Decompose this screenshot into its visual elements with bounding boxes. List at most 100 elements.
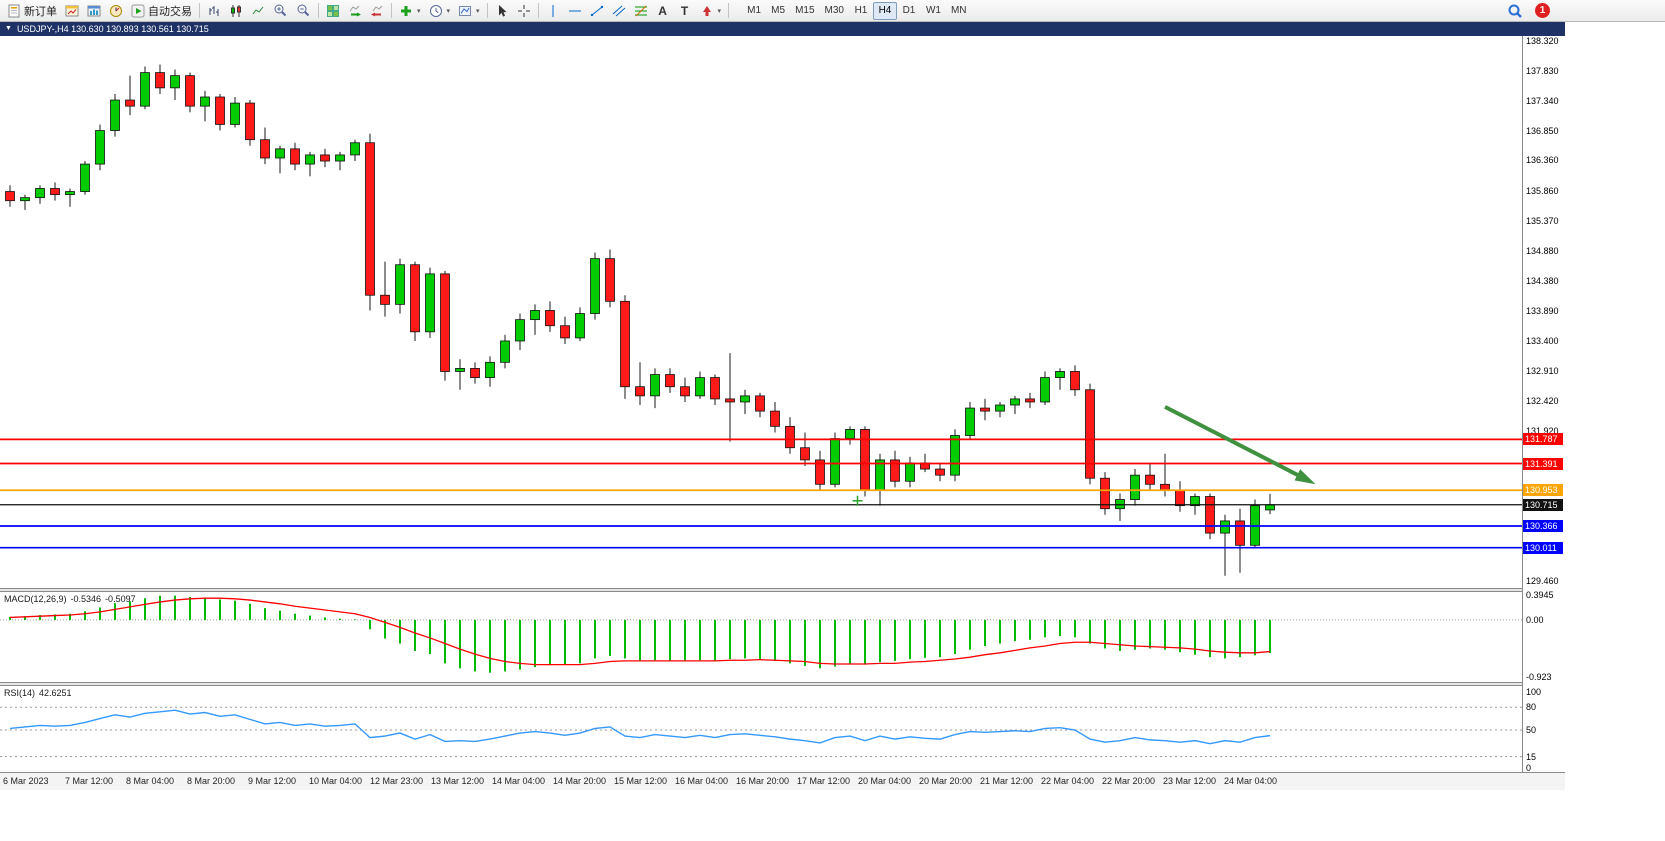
macd-panel[interactable]: MACD(12,26,9) -0.5346 -0.5097 xyxy=(0,592,1522,682)
axis-tick-label: 50 xyxy=(1526,725,1537,735)
new-order-icon xyxy=(8,4,20,17)
text-tool-button[interactable]: A xyxy=(652,1,674,21)
time-axis-label: 12 Mar 23:00 xyxy=(370,776,424,786)
price-marker-label: 131.787 xyxy=(1523,433,1563,446)
dropdown-icon: ▾ xyxy=(417,7,421,15)
chart-shift-icon xyxy=(371,5,383,16)
toolbar-separator xyxy=(318,3,319,18)
chart-title: USDJPY-,H4 130.630 130.893 130.561 130.7… xyxy=(16,24,209,34)
candlestick-chart-button[interactable] xyxy=(225,1,247,21)
time-axis-label: 16 Mar 20:00 xyxy=(736,776,790,786)
panel-splitter[interactable] xyxy=(0,588,1565,592)
macd-value: -0.5346 xyxy=(70,594,102,604)
label-tool-icon: T xyxy=(680,3,689,18)
chart-titlebar[interactable]: ▼ USDJPY-,H4 130.630 130.893 130.561 130… xyxy=(0,22,1565,36)
bar-chart-icon xyxy=(209,5,219,16)
charts-button[interactable] xyxy=(61,1,83,21)
label-tool-button[interactable]: T xyxy=(674,1,696,21)
axis-tick-label: 135.370 xyxy=(1526,215,1559,226)
fibonacci-button[interactable] xyxy=(630,1,652,21)
axis-tick-label: 136.850 xyxy=(1526,125,1559,136)
time-axis[interactable]: 6 Mar 2023 7 Mar 12:00 8 Mar 04:00 8 Mar 20… xyxy=(0,772,1565,790)
new-order-label: 新订单 xyxy=(24,5,57,18)
toolbar-separator xyxy=(728,3,730,18)
price-marker-label: 131.391 xyxy=(1523,457,1563,470)
time-axis-label: 24 Mar 04:00 xyxy=(1224,776,1278,786)
templates-button[interactable]: ▾ xyxy=(454,1,484,21)
axis-tick-label: 0.00 xyxy=(1526,614,1544,625)
timeframe-button-m1[interactable]: M1 xyxy=(747,5,762,16)
price-marker-label: 130.715 xyxy=(1523,498,1563,511)
dropdown-icon: ▾ xyxy=(717,7,722,15)
line-chart-icon xyxy=(252,6,264,14)
timeframe-button-h1[interactable]: H1 xyxy=(854,5,868,16)
zoom-in-icon xyxy=(274,4,287,17)
timeframe-button-m30[interactable]: M30 xyxy=(824,5,844,16)
axis-tick-label: 135.860 xyxy=(1526,185,1559,196)
time-axis-label: 21 Mar 12:00 xyxy=(980,776,1034,786)
axis-tick-label: 0.3945 xyxy=(1526,590,1554,601)
window-menu-icon[interactable]: ▼ xyxy=(5,25,12,32)
time-axis-label: 17 Mar 12:00 xyxy=(797,776,851,786)
crosshair-button[interactable] xyxy=(513,1,535,21)
timeframe-button-m15[interactable]: M15 xyxy=(795,5,815,16)
cursor-button[interactable] xyxy=(491,1,513,21)
auto-scroll-icon xyxy=(349,5,361,16)
equidistant-channel-button[interactable] xyxy=(608,1,630,21)
search-icon xyxy=(1508,4,1522,18)
notification-badge[interactable]: 1 xyxy=(1535,3,1550,18)
autotrading-icon xyxy=(131,4,145,17)
horizontal-line-button[interactable] xyxy=(564,1,586,21)
main-toolbar: 新订单 自动交易 ▾ ▾ xyxy=(0,0,1665,22)
trendline-button[interactable] xyxy=(586,1,608,21)
time-axis-label: 9 Mar 12:00 xyxy=(248,776,297,786)
timeframe-button-h4[interactable]: H4 xyxy=(872,1,897,20)
vertical-line-button[interactable] xyxy=(542,1,564,21)
timeframe-button-w1[interactable]: W1 xyxy=(925,5,941,16)
axis-tick-label: 0 xyxy=(1526,763,1532,773)
dropdown-icon: ▾ xyxy=(476,7,480,15)
time-axis-label: 8 Mar 04:00 xyxy=(126,776,175,786)
profiles-button[interactable] xyxy=(83,1,105,21)
arrows-tool-button[interactable]: ▾ xyxy=(696,1,726,21)
candlestick-chart-icon xyxy=(231,4,241,17)
time-axis-label: 10 Mar 04:00 xyxy=(309,776,363,786)
timeframe-button-mn[interactable]: MN xyxy=(950,5,967,16)
toolbar-separator xyxy=(391,3,392,18)
vertical-line-icon xyxy=(552,4,554,17)
price-marker-label: 130.011 xyxy=(1523,541,1563,554)
axis-tick-label: 80 xyxy=(1526,702,1537,713)
axis-tick-label: 132.420 xyxy=(1526,395,1559,406)
time-axis-label: 14 Mar 04:00 xyxy=(492,776,546,786)
bar-chart-button[interactable] xyxy=(203,1,225,21)
axis-tick-label: 137.830 xyxy=(1526,65,1559,76)
time-axis-label: 6 Mar 2023 xyxy=(3,776,49,786)
new-order-button[interactable]: 新订单 xyxy=(3,1,61,21)
strategy-tester-button[interactable] xyxy=(105,1,127,21)
panel-splitter[interactable] xyxy=(0,682,1565,686)
auto-scroll-button[interactable] xyxy=(344,1,366,21)
timeframe-button-d1[interactable]: D1 xyxy=(902,5,916,16)
main-chart[interactable] xyxy=(0,36,1522,588)
zoom-out-button[interactable] xyxy=(292,1,315,21)
rsi-value: 42.6251 xyxy=(39,688,72,698)
axis-tick-label: -0.923 xyxy=(1526,672,1552,683)
search-button[interactable] xyxy=(1503,1,1527,21)
axis-tick-label: 129.460 xyxy=(1526,576,1559,587)
rsi-label: RSI(14) 42.6251 xyxy=(4,688,72,698)
indicators-button[interactable]: ▾ xyxy=(395,1,425,21)
tile-windows-button[interactable] xyxy=(322,1,344,21)
axis-tick-label: 137.340 xyxy=(1526,95,1559,106)
chart-shift-button[interactable] xyxy=(366,1,388,21)
periods-button[interactable]: ▾ xyxy=(425,1,455,21)
timeframe-button-m5[interactable]: M5 xyxy=(771,5,786,16)
tile-windows-icon xyxy=(327,4,339,17)
axis-tick-label: 133.400 xyxy=(1526,335,1559,346)
templates-icon xyxy=(459,5,472,16)
zoom-in-button[interactable] xyxy=(269,1,292,21)
rsi-panel[interactable]: RSI(14) 42.6251 xyxy=(0,686,1522,772)
line-chart-button[interactable] xyxy=(247,1,269,21)
macd-signal-value: -0.5097 xyxy=(105,594,136,604)
price-axis[interactable]: 138.320 137.830 137.340 136.850 136.360 135.8… xyxy=(1522,36,1565,773)
autotrading-button[interactable]: 自动交易 xyxy=(127,1,196,21)
